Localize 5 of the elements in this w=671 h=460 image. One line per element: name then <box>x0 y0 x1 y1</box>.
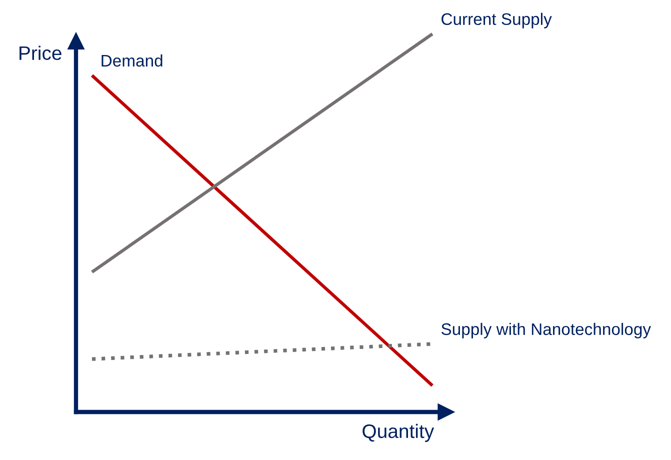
series-label: Supply with Nanotechnology <box>441 322 652 338</box>
x-axis-title: Quantity <box>362 424 434 442</box>
series-label: Demand <box>102 54 162 67</box>
y-axis-title: Price <box>20 46 62 60</box>
series-label: Current Supply <box>442 12 552 28</box>
